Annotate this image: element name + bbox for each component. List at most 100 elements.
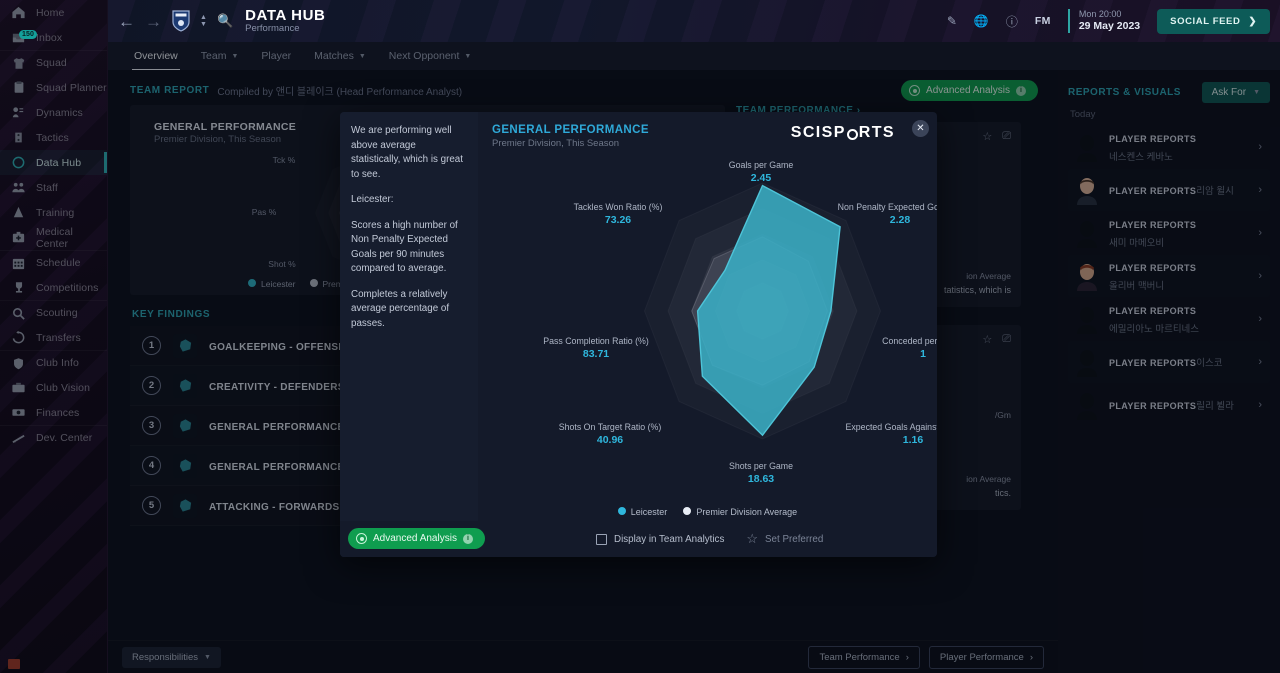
sidebar-item-transfers[interactable]: Transfers [0, 325, 107, 350]
sidebar-item-data-hub[interactable]: Data Hub [0, 150, 107, 175]
star-icon[interactable]: ☆ [982, 334, 993, 346]
tab-matches[interactable]: Matches ▼ [304, 45, 376, 67]
crest-stepper[interactable]: ▲ ▼ [200, 13, 207, 28]
tab-player[interactable]: Player [251, 45, 301, 67]
player-report-text: PLAYER REPORTS릴리 뷜라 [1109, 396, 1249, 414]
radar-axis-value: 18.63 [747, 473, 775, 485]
sidebar-item-schedule[interactable]: Schedule [0, 250, 107, 275]
radar-axis-name: Shots On Target Ratio (%) [558, 422, 662, 432]
star-icon[interactable]: ☆ [982, 131, 993, 143]
bg-radar-axis-label: Tck % [272, 155, 296, 165]
sidebar-item-inbox[interactable]: 150 Inbox [0, 25, 107, 50]
set-preferred-button[interactable]: ☆ Set Preferred [746, 531, 823, 547]
sidebar-item-finances[interactable]: Finances [0, 400, 107, 425]
globe-icon[interactable]: 🌐 [973, 14, 989, 28]
chevron-right-icon[interactable]: › [1258, 141, 1262, 153]
avatar [1074, 218, 1100, 248]
sidebar-item-club-vision[interactable]: Club Vision [0, 375, 107, 400]
player-report-name: 에밀리아노 마르티네스 [1109, 324, 1200, 335]
club-crest-icon[interactable] [172, 10, 190, 32]
tab-label: Player [261, 50, 292, 62]
sidebar-item-squad-planner[interactable]: Squad Planner [0, 75, 107, 100]
sidebar-item-staff[interactable]: Staff [0, 175, 107, 200]
modal-header: GENERAL PERFORMANCE Premier Division, Th… [492, 124, 923, 149]
radar-thumb-icon [173, 453, 197, 478]
shirt-icon [10, 55, 27, 72]
sidebar-item-club-info[interactable]: Club Info [0, 350, 107, 375]
radar-axis-value: 40.96 [596, 434, 624, 446]
chevron-right-icon[interactable]: › [1258, 356, 1262, 368]
expand-icon[interactable]: ⎚ [1002, 333, 1011, 345]
radar-chart: Goals per Game 2.45 Non Penalty Expected G… [478, 160, 937, 494]
sidebar-item-squad[interactable]: Squad [0, 50, 107, 75]
narrative-paragraph: We are performing well above average sta… [351, 125, 463, 180]
sidebar-item-medical-center[interactable]: Medical Center [0, 225, 107, 250]
radar-axis-value: 1.16 [902, 434, 924, 446]
team-report-label: TEAM REPORT [130, 85, 210, 96]
sidebar-item-dev-center[interactable]: Dev. Center [0, 425, 107, 450]
player-report-row[interactable]: PLAYER REPORTS 새미 마메오비 › [1068, 212, 1270, 254]
chevron-right-icon[interactable]: › [1258, 399, 1262, 411]
game-date-value: 29 May 2023 [1078, 20, 1141, 33]
pencil-icon[interactable]: ✎ [946, 14, 957, 28]
player-report-row[interactable]: PLAYER REPORTS릴리 뷜라 › [1068, 384, 1270, 426]
expand-icon[interactable]: ⎚ [1002, 130, 1011, 142]
display-in-team-analytics-checkbox[interactable]: Display in Team Analytics [596, 533, 724, 545]
search-icon[interactable]: 🔍 [216, 13, 234, 28]
scisports-logo: SCISP RTS [791, 124, 923, 142]
radar-thumb-icon [173, 333, 197, 358]
modal-advanced-analysis-button[interactable]: Advanced Analysis i [348, 528, 485, 549]
sidebar-item-label: Dev. Center [36, 432, 93, 444]
player-report-kind: PLAYER REPORTS [1109, 186, 1197, 196]
sidebar-item-competitions[interactable]: Competitions [0, 275, 107, 300]
radar-axis-name: Tackles Won Ratio (%) [573, 202, 663, 212]
chevron-down-icon: ▼ [464, 52, 472, 60]
sidebar-item-label: Finances [36, 406, 80, 419]
chevron-right-icon[interactable]: › [1258, 184, 1262, 196]
player-report-row[interactable]: PLAYER REPORTS 네스켄스 케바노 › [1068, 126, 1270, 168]
back-arrow-icon[interactable]: ← [118, 11, 135, 31]
player-report-row[interactable]: PLAYER REPORTS이스코 › [1068, 341, 1270, 383]
team-performance-button[interactable]: Team Performance › [808, 645, 920, 669]
advanced-analysis-button[interactable]: Advanced Analysis i [901, 80, 1038, 101]
section-tab-bar: Overview Team ▼ Player Matches ▼ Next Opponent… [108, 42, 1280, 71]
radar-axis-value: 83.71 [582, 348, 610, 360]
chevron-right-icon[interactable]: › [1258, 270, 1262, 282]
key-finding-number: 5 [142, 496, 161, 515]
sidebar-item-label: Dynamics [36, 106, 83, 119]
chevron-right-icon[interactable]: › [1258, 313, 1262, 325]
sidebar-item-tactics[interactable]: Tactics [0, 125, 107, 150]
team-performance-header[interactable]: TEAM PERFORMANCE › [736, 105, 861, 116]
radar-axis-label: Non Penalty Expected Goals/90 2.28 [838, 202, 937, 226]
social-feed-button[interactable]: SOCIAL FEED ❯ [1157, 8, 1270, 34]
player-performance-button[interactable]: Player Performance › [928, 645, 1044, 669]
sidebar-item-training[interactable]: Training [0, 200, 107, 225]
close-icon[interactable]: ✕ [912, 120, 929, 137]
help-icon[interactable]: ⓘ [1005, 14, 1018, 29]
player-report-row[interactable]: PLAYER REPORTS리암 윌시 › [1068, 169, 1270, 211]
forward-arrow-icon[interactable]: → [145, 11, 162, 31]
ask-for-button[interactable]: Ask For ▼ [1201, 82, 1270, 103]
trophy-icon [10, 279, 27, 296]
responsibilities-button[interactable]: Responsibilities ▼ [122, 646, 221, 668]
radar-axis-value: 73.26 [604, 214, 632, 226]
sidebar-item-label: Club Info [36, 357, 79, 369]
sidebar-item-label: Transfers [36, 331, 81, 344]
ta-snippet-1: ion Average [966, 271, 1011, 281]
chevron-right-icon[interactable]: › [1258, 227, 1262, 239]
key-finding-headline: CREATIVITY - DEFENDERS - 티 [209, 381, 364, 393]
info-icon: i [1016, 85, 1026, 96]
team-performance-label: Team Performance [819, 651, 900, 663]
player-report-row[interactable]: PLAYER REPORTS 올리버 맥버니 › [1068, 255, 1270, 297]
checkbox-icon [596, 533, 607, 545]
tab-next-opponent[interactable]: Next Opponent ▼ [379, 45, 482, 67]
sidebar-item-dynamics[interactable]: Dynamics [0, 100, 107, 125]
player-performance-label: Player Performance [939, 651, 1024, 663]
info-icon: i [462, 533, 473, 544]
sidebar-item-scouting[interactable]: Scouting [0, 300, 107, 325]
key-findings-title: KEY FINDINGS [132, 309, 211, 320]
player-report-row[interactable]: PLAYER REPORTS 에밀리아노 마르티네스 › [1068, 298, 1270, 340]
tab-team[interactable]: Team ▼ [191, 45, 249, 67]
sidebar-item-home[interactable]: Home [0, 0, 107, 25]
key-finding-number: 4 [142, 456, 161, 475]
